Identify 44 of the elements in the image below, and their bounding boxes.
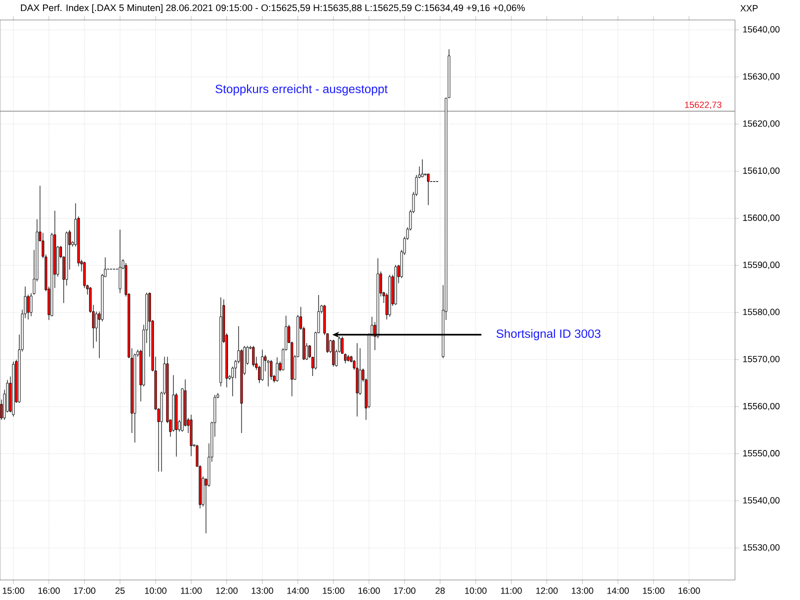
x-tick-label: 14:00 bbox=[607, 587, 629, 594]
x-tick-label: 12:00 bbox=[216, 587, 238, 594]
y-tick-label: 15630,00 bbox=[743, 73, 780, 81]
x-tick-label: 15:00 bbox=[322, 587, 344, 594]
chart-title: DAX Perf. Index [.DAX 5 Minuten] 28.06.2021 09:15:00 - O:15625,59 H:15635,88 L:15625,59 C:15634,49 +9,16 +0,06% bbox=[20, 4, 525, 14]
candlestick bbox=[427, 173, 430, 206]
x-tick-label: 16:00 bbox=[358, 587, 380, 594]
y-tick-label: 15550,00 bbox=[743, 450, 780, 458]
annotation: Shortsignal ID 3003 bbox=[496, 329, 600, 340]
candlestick bbox=[26, 294, 30, 320]
x-tick-label: 28 bbox=[436, 587, 445, 594]
y-tick-label: 15640,00 bbox=[743, 26, 780, 34]
x-tick-label: 25 bbox=[116, 587, 125, 594]
candlestick bbox=[276, 356, 278, 382]
x-tick-label: 11:00 bbox=[501, 587, 522, 594]
y-axis-title: XXP bbox=[740, 5, 758, 12]
y-tick-label: 15560,00 bbox=[743, 402, 780, 410]
x-tick-label: 15:00 bbox=[642, 587, 664, 594]
y-tick-label: 15540,00 bbox=[743, 497, 780, 505]
y-tick-label: 15600,00 bbox=[743, 214, 780, 222]
x-tick-label: 10:00 bbox=[465, 587, 487, 594]
candlestick bbox=[118, 229, 122, 294]
x-tick-label: 17:00 bbox=[394, 587, 416, 594]
x-tick-label: 14:00 bbox=[287, 587, 309, 594]
x-tick-label: 17:00 bbox=[74, 587, 96, 594]
x-tick-label: 13:00 bbox=[572, 587, 594, 594]
ref-line-label: 15622,73 bbox=[685, 102, 722, 110]
candlestick bbox=[261, 349, 264, 382]
candlestick bbox=[252, 346, 255, 367]
x-tick-label: 16:00 bbox=[38, 587, 60, 594]
candlestick bbox=[421, 159, 424, 178]
y-tick-label: 15570,00 bbox=[743, 356, 780, 364]
annotation: Stoppkurs erreicht - ausgestoppt bbox=[216, 84, 388, 96]
y-tick-label: 15530,00 bbox=[743, 544, 780, 552]
y-tick-label: 15620,00 bbox=[743, 120, 780, 128]
y-tick-label: 15610,00 bbox=[743, 167, 780, 175]
x-tick-label: 10:00 bbox=[145, 587, 166, 594]
x-tick-label: 15:00 bbox=[2, 587, 24, 594]
y-tick-label: 15580,00 bbox=[743, 308, 780, 316]
y-tick-label: 15590,00 bbox=[743, 262, 780, 270]
x-tick-label: 16:00 bbox=[678, 587, 700, 594]
x-tick-label: 11:00 bbox=[180, 587, 202, 594]
x-tick-label: 13:00 bbox=[252, 587, 274, 594]
x-tick-label: 12:00 bbox=[536, 587, 558, 594]
